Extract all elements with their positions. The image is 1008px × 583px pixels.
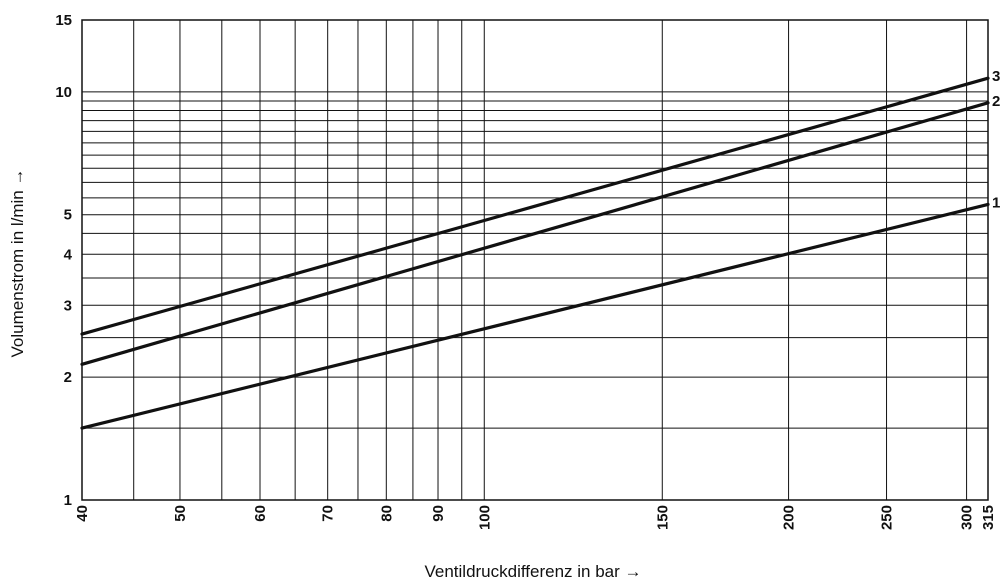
x-axis-title: Ventildruckdifferenz in bar →: [424, 562, 641, 581]
y-tick-label: 5: [64, 207, 72, 224]
x-tick-label: 150: [654, 505, 671, 530]
series-label-2: 2: [992, 93, 1000, 110]
y-tick-label: 10: [55, 84, 72, 101]
y-axis-title: Volumenstrom in l/min →: [8, 169, 27, 358]
x-tick-labels: 40 50 60 70 80 90 100 150 200 250 300 315: [74, 505, 997, 530]
y-tick-label: 3: [64, 297, 72, 314]
series-line-1: [80, 202, 990, 430]
x-tick-label: 80: [378, 505, 395, 522]
y-tick-label: 15: [55, 12, 72, 29]
series-label-3: 3: [992, 68, 1000, 85]
x-tick-label: 315: [980, 505, 997, 530]
x-tick-label: 50: [172, 505, 189, 522]
series-line-3: [80, 76, 990, 336]
y-tick-label: 2: [64, 369, 72, 386]
series-line-2: [80, 101, 990, 366]
y-tick-labels: 1 2 3 4 5 10 15: [55, 12, 72, 509]
x-tick-label: 300: [959, 505, 976, 530]
x-tick-label: 40: [74, 505, 91, 522]
x-tick-label: 100: [476, 505, 493, 530]
y-tick-label: 4: [64, 246, 73, 263]
plot-frame: [81, 19, 989, 501]
x-tick-label: 70: [320, 505, 337, 522]
x-tick-label: 200: [781, 505, 798, 530]
series-label-1: 1: [992, 194, 1000, 211]
grid: [82, 20, 988, 500]
series-group: 1 2 3: [80, 68, 1000, 430]
y-tick-label: 1: [64, 492, 72, 509]
x-tick-label: 250: [879, 505, 896, 530]
x-tick-label: 90: [430, 505, 447, 522]
x-tick-label: 60: [252, 505, 269, 522]
